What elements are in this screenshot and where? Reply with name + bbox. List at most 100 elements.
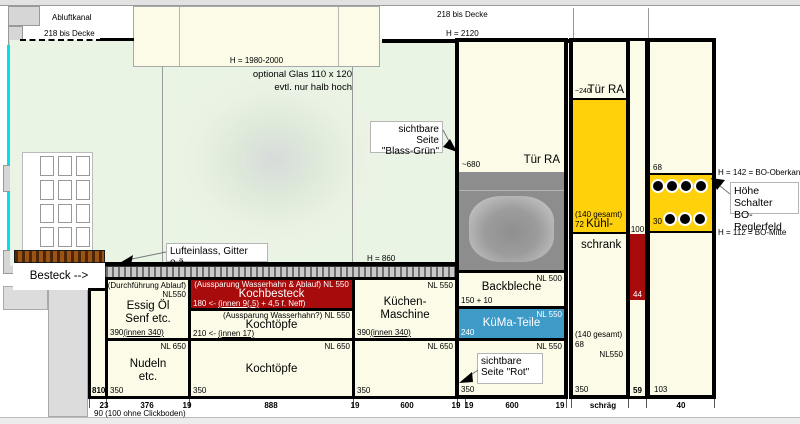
glass-guide-left <box>162 67 163 263</box>
window-pane <box>40 227 54 247</box>
glass-note-line1: optional Glas 110 x 120 <box>252 69 352 80</box>
cell-backbleche-note: NL 500 <box>536 274 563 283</box>
cell-kochtoepfe-oben: (Aussparung Wasserhahn?) NL 550 Kochtöpf… <box>188 308 355 341</box>
dim-23: 23 <box>99 401 109 410</box>
cell-kochbesteck-note: (Aussparung Wasserhahn & Ablauf) NL 550 <box>194 280 349 289</box>
fridge-68: 68 <box>575 340 584 349</box>
tall-cabinet: ~680 Tür RA NL 500 Backbleche 150 + 10 N… <box>455 38 568 399</box>
dim-888: 888 <box>264 401 278 410</box>
dim-note: 90 (100 ohne Clickboden) <box>94 409 186 418</box>
cell-kochtoepfe-oben-note: (Aussparung Wasserhahn?) NL 550 <box>222 311 350 320</box>
narrow-44: 44 <box>633 289 642 299</box>
dim-376: 376 <box>140 401 154 410</box>
paneled-window <box>22 152 93 251</box>
door-seam <box>459 190 564 191</box>
besteck-label: Besteck --> <box>29 270 89 282</box>
cell-leer-unten-dim: 350 <box>357 385 371 395</box>
ceiling-dashed-line <box>20 39 102 41</box>
fridge-nl: NL550 <box>599 350 623 359</box>
knob-icon <box>653 181 663 191</box>
side-panel-height: 810 <box>92 385 106 395</box>
window-pane <box>58 156 72 176</box>
cell-essig-note: (Durchführung Ablauf) NL550 <box>107 281 186 300</box>
dim-tick <box>714 399 715 408</box>
window-glass-edge <box>7 45 11 269</box>
cell-leer-unten-note: NL 650 <box>427 342 454 351</box>
annotation-h112: H = 112 = BO-Mitte <box>718 228 787 237</box>
cabinet-door-gray <box>459 172 564 270</box>
narrow-red-block: 44 <box>630 234 645 300</box>
lufteinlass-label: Lufteinlass, Gitter o.ä. <box>170 246 248 268</box>
narrow-100: 100 <box>630 225 645 234</box>
fridge-schrank: schrank <box>581 239 622 251</box>
panel-dim: 103 <box>654 384 668 394</box>
cell-rot-dim: 350 <box>461 384 475 394</box>
wall-shading-halo <box>160 60 390 260</box>
knob-icon <box>680 214 690 224</box>
dim-tick <box>189 399 190 408</box>
callout-rot-line1: sichtbare <box>481 356 522 367</box>
fridge-dim: 350 <box>575 384 589 394</box>
dim-19b: 19 <box>350 401 360 410</box>
dim-tick <box>106 399 107 408</box>
ceiling-right-label: 218 bis Decke <box>437 10 488 19</box>
ceiling-left-label: 218 bis Decke <box>44 29 95 38</box>
cell-nudeln-name: Nudeln etc. <box>129 358 167 384</box>
knob-icon <box>681 181 691 191</box>
fridge-kuehl: 72 Kühl- <box>575 217 613 230</box>
cell-kuema-dim: 240 <box>461 327 475 337</box>
fridge-column: ~240 Tür RA (140 gesamt) 72 Kühl- schran… <box>569 38 630 399</box>
hood-divider-left <box>179 7 180 66</box>
cell-kochtoepfe-oben-dim: 210 <- (innen 17) <box>193 328 255 338</box>
callout-hoehe-schalter: Höhe Schalter BO-Reglerfeld <box>730 182 799 233</box>
cell-nudeln-dim: 350 <box>110 385 124 395</box>
cell-essig-dim: 390(innen 340) <box>110 327 164 337</box>
dim-tick <box>353 399 354 408</box>
callout-rot-line2: Seite "Rot" <box>481 367 530 378</box>
knob-icon <box>667 181 677 191</box>
cell-essig-name: Essig Öl Senf etc. <box>125 300 171 326</box>
dim-19d: 19 <box>464 401 474 410</box>
window-pane <box>40 203 54 224</box>
fridge-tuer: Tür RA <box>587 84 624 96</box>
callout-hoehe-line2: BO-Reglerfeld <box>734 209 782 233</box>
right-height-label: H = 2120 <box>446 29 479 38</box>
tall-cabinet-tuer: Tür RA <box>523 154 560 166</box>
callout-hoehe-line1: Höhe Schalter <box>734 185 773 209</box>
window-pane <box>76 227 90 247</box>
floor-band <box>0 417 800 424</box>
cell-kuema-name: KüMa-Teile <box>482 317 541 329</box>
knob-icon <box>696 181 706 191</box>
cell-nudeln-note: NL 650 <box>160 342 187 351</box>
control-panel-yellow: 30 <box>650 173 712 233</box>
besteck-wood-strip <box>14 250 105 263</box>
callout-rot: sichtbare Seite "Rot" <box>477 353 543 384</box>
window-grid <box>40 156 90 247</box>
cell-kochbesteck: (Aussparung Wasserhahn & Ablauf) NL 550 … <box>188 277 355 311</box>
extension-line-fridge <box>573 8 574 40</box>
cell-backbleche: NL 500 Backbleche 150 + 10 <box>459 270 564 306</box>
dim-40: 40 <box>676 401 686 410</box>
window-pane <box>58 227 72 247</box>
fridge-door-yellow: (140 gesamt) 72 Kühl- <box>573 98 626 234</box>
dim-schraeg: schräg <box>589 401 617 410</box>
tall-cabinet-680: ~680 <box>462 160 481 169</box>
abluftkanal-label: Abluftkanal <box>52 13 92 22</box>
cell-kuema-note: NL 550 <box>536 310 563 319</box>
callout-lufteinlass: Lufteinlass, Gitter o.ä. <box>166 243 268 268</box>
fridge-240: ~240 <box>575 88 591 95</box>
duct-block-top <box>8 6 40 26</box>
dim-tick <box>457 399 458 408</box>
window-pane <box>40 179 54 200</box>
cell-kochtoepfe-unten-name: Kochtöpfe <box>245 363 298 375</box>
dim-tick <box>566 399 567 408</box>
cell-essig: (Durchführung Ablauf) NL550 Essig Öl Sen… <box>105 277 191 341</box>
callout-blass-gruen: sichtbare Seite "Blass-Grün" <box>370 121 443 157</box>
window-pane <box>76 203 90 224</box>
cell-kuema-teile: NL 550 KüMa-Teile 240 <box>459 306 564 338</box>
dim-tick <box>465 399 466 408</box>
knob-icon <box>695 214 705 224</box>
dim-tick <box>646 399 647 408</box>
panel-68: 68 <box>653 163 662 172</box>
